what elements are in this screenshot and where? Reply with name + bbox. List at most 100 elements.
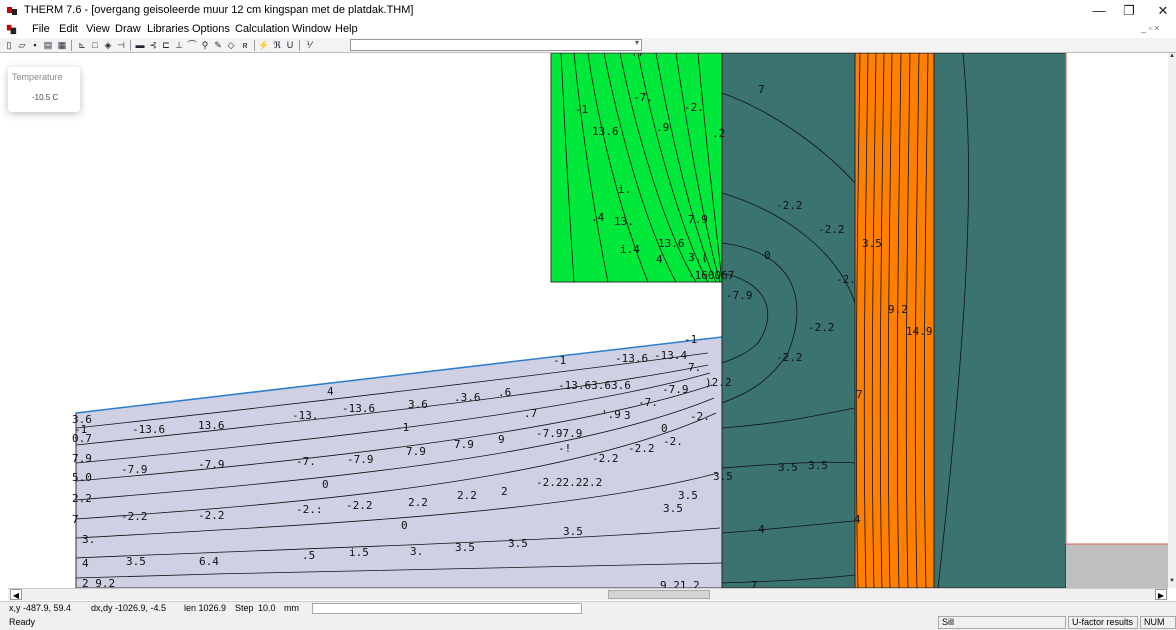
isotherm-label: 0: [322, 478, 329, 491]
scroll-left-icon[interactable]: ◀: [10, 589, 22, 600]
fill-icon[interactable]: ◈: [104, 40, 112, 50]
toolbar-separator: [299, 40, 300, 51]
mesh-icon[interactable]: ◇: [227, 40, 235, 50]
isotherm-label: -1: [74, 423, 87, 436]
isotherm-label: .9: [656, 121, 669, 134]
insert-point-icon[interactable]: ⊰: [149, 40, 157, 50]
isotherm-label: 2.2: [408, 496, 428, 509]
isotherm-label: -13.6: [132, 423, 165, 436]
menu-libraries[interactable]: Libraries: [147, 23, 190, 35]
scroll-right-icon[interactable]: ▶: [1155, 589, 1167, 600]
toolbar: ▯ ▱ ▪ ▤ ▦ ⊾ □ ◈ ⊣ ▬ ⊰ ⊏ ⊥ ⌒ ⚲ ✎ ◇ ʀ ⚡ ℜ …: [0, 38, 1176, 53]
isotherm-label: 9: [498, 433, 505, 446]
toolbar-separator: [254, 40, 255, 51]
isotherm-label: '.9: [601, 408, 621, 421]
menu-options[interactable]: Options: [192, 23, 230, 35]
status-dxdy: dx,dy -1026.9, -4.5: [91, 603, 167, 613]
isotherm-label: 3.5: [508, 537, 528, 550]
u-factor-icon[interactable]: U: [286, 40, 294, 50]
scroll-down-icon[interactable]: ▼: [1169, 578, 1175, 584]
isotherm-label: -2.2: [198, 509, 225, 522]
menu-window[interactable]: Window: [292, 23, 332, 35]
menu-help[interactable]: Help: [335, 23, 358, 35]
floor-boundary-line: [75, 336, 723, 414]
isotherm-label: -7.: [633, 91, 653, 104]
isotherm-label: 3.5: [808, 459, 828, 472]
document-icon[interactable]: [5, 23, 18, 36]
isotherm-label: 3.5: [663, 502, 683, 515]
coordinate-status-bar: x,y -487.9, 59.4 dx,dy -1026.9, -4.5 len…: [0, 601, 1176, 615]
maximize-button[interactable]: ❐: [1123, 3, 1135, 18]
calculate-icon[interactable]: ⚡: [258, 40, 270, 50]
isotherm-label: -7.: [296, 455, 316, 468]
arc-icon[interactable]: ⌒: [187, 40, 197, 50]
print-icon[interactable]: ▤: [43, 40, 53, 50]
pen-icon[interactable]: ✎: [214, 40, 222, 50]
isotherm-label: 9.21.2: [660, 579, 700, 588]
isotherm-label: .7: [744, 579, 757, 588]
isotherm-label: 3.5: [126, 555, 146, 568]
rectangle-icon[interactable]: □: [92, 40, 98, 50]
isotherm-label: -1: [553, 354, 566, 367]
isotherm-label: 7.9: [72, 452, 92, 465]
isotherm-label: i.: [618, 183, 631, 196]
offset-icon[interactable]: ⊥: [175, 40, 183, 50]
isotherm-label: -13.: [292, 409, 319, 422]
isotherm-label: 7: [72, 513, 79, 526]
isotherm-label: -2.22.22.2: [536, 476, 602, 489]
horizontal-scrollbar[interactable]: ◀ ▶: [8, 588, 1168, 600]
minimize-button[interactable]: —: [1092, 3, 1106, 18]
open-icon[interactable]: ▱: [18, 40, 26, 50]
isotherm-label: -!: [558, 442, 571, 455]
status-num: NUM: [1140, 616, 1176, 629]
save-icon[interactable]: ▪: [33, 40, 37, 50]
menu-edit[interactable]: Edit: [59, 23, 78, 35]
isotherm-label: -2.: [684, 101, 704, 114]
temperature-tooltip: Temperature -10.5 C: [8, 67, 80, 112]
scroll-up-icon[interactable]: ▲: [1169, 53, 1175, 59]
locator-icon[interactable]: ⊣: [117, 40, 125, 50]
menu-draw[interactable]: Draw: [115, 23, 141, 35]
vertical-scrollbar[interactable]: ▲ ▼: [1168, 53, 1176, 588]
close-button[interactable]: ✕: [1157, 3, 1169, 18]
isotherm-label: 13.: [614, 215, 634, 228]
fraction-icon[interactable]: ⅟: [306, 40, 312, 50]
isotherm-label: -1: [575, 103, 588, 116]
menu-file[interactable]: File: [32, 23, 50, 35]
isotherm-label: 7.9: [406, 445, 426, 458]
polygon-icon[interactable]: ⊾: [78, 40, 86, 50]
split-icon[interactable]: ⊏: [162, 40, 170, 50]
isotherm-label: .7: [631, 53, 644, 59]
isotherm-label: -2.: [663, 435, 683, 448]
chevron-down-icon[interactable]: ▾: [634, 38, 639, 47]
mdi-window-controls[interactable]: _ ▫ ×: [1141, 23, 1160, 33]
isotherm-label: 7: [758, 83, 765, 96]
new-icon[interactable]: ▯: [6, 40, 12, 50]
status-len: len 1026.9: [184, 603, 227, 613]
isotherm-label: 6.4: [199, 555, 219, 568]
title-bar: THERM 7.6 - [overgang geisoleerde muur 1…: [0, 0, 1176, 22]
toolbar-dropdown[interactable]: ▾: [350, 38, 642, 51]
isotherm-label: -7.97.9: [536, 427, 582, 440]
isotherm-label: 0.7: [72, 432, 92, 445]
isotherm-label: -2.2: [592, 452, 619, 465]
menu-view[interactable]: View: [86, 23, 110, 35]
zoom-icon[interactable]: ⚲: [201, 40, 209, 50]
isotherm-label: )2.2: [705, 376, 732, 389]
isotherm-label: 4: [656, 253, 663, 266]
isotherm-label: -1: [684, 333, 697, 346]
snap-icon[interactable]: ʀ: [242, 40, 248, 50]
isotherm-label: 4: [758, 523, 765, 536]
sill-block: [1066, 544, 1168, 588]
boundary-condition-icon[interactable]: ▬: [135, 40, 145, 50]
therm-model-drawing[interactable]: .7-1-7.-2.13.6.9.27.413.7.9i.-2.2-2.213.…: [8, 53, 1168, 588]
isotherm-label: .6: [498, 386, 511, 399]
drawing-canvas[interactable]: .7-1-7.-2.13.6.9.27.413.7.9i.-2.2-2.213.…: [8, 53, 1168, 588]
isotherm-label: 5.0: [72, 471, 92, 484]
library-icon[interactable]: ▦: [57, 40, 67, 50]
menu-calculation[interactable]: Calculation: [235, 23, 290, 35]
isotherm-label: 3.5: [862, 237, 882, 250]
isotherm-label: 13.6: [198, 419, 225, 432]
horizontal-scroll-thumb[interactable]: [608, 590, 710, 599]
view-results-icon[interactable]: ℜ: [273, 40, 281, 50]
